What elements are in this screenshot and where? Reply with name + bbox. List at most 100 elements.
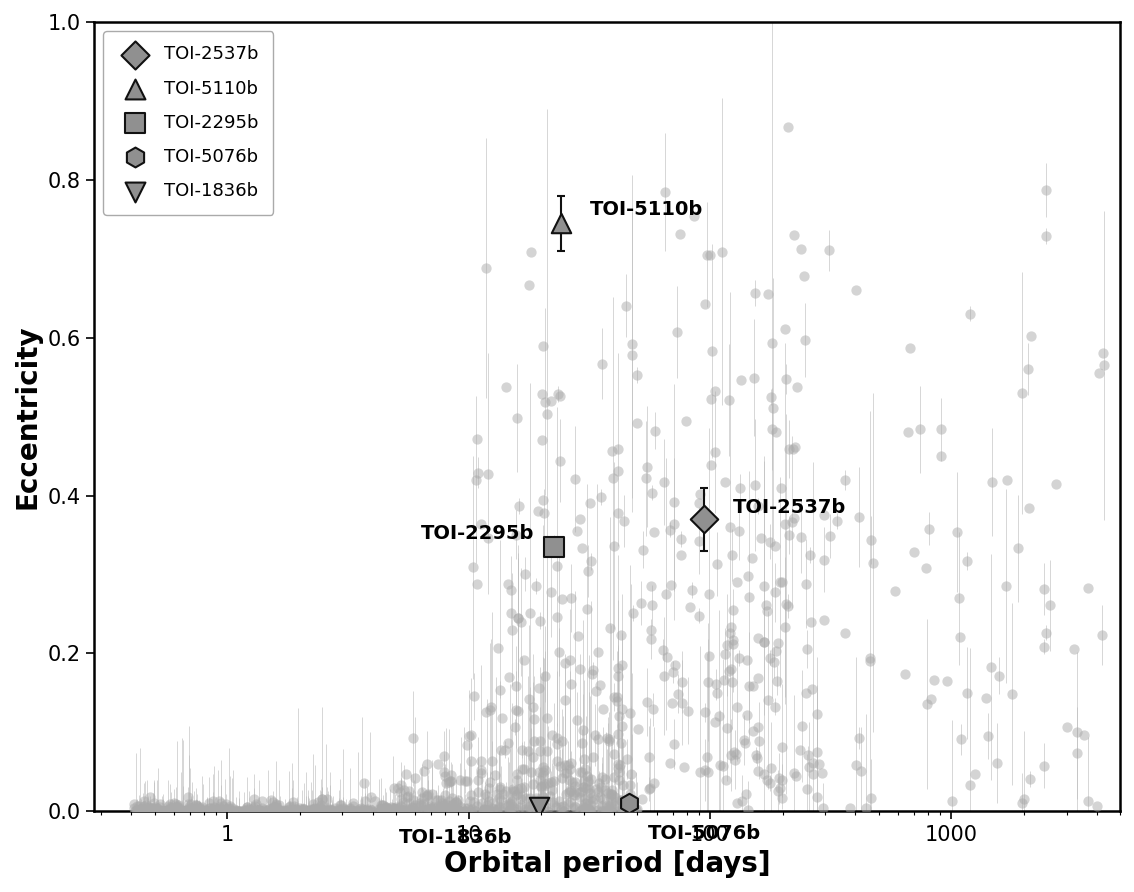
Point	[638, 459, 657, 474]
Point	[584, 664, 602, 678]
Point	[310, 805, 328, 819]
Point	[773, 773, 792, 788]
Point	[440, 794, 458, 808]
Point	[218, 804, 236, 818]
Point	[371, 804, 389, 818]
Point	[431, 802, 449, 816]
Point	[612, 735, 631, 749]
Point	[714, 759, 733, 773]
Point	[634, 542, 652, 557]
Point	[525, 712, 543, 726]
Point	[169, 797, 187, 812]
Point	[274, 804, 293, 818]
Point	[523, 801, 541, 815]
Point	[440, 775, 458, 789]
Point	[433, 796, 451, 810]
Point	[552, 803, 570, 817]
Point	[284, 803, 302, 817]
Point	[475, 805, 493, 819]
Point	[508, 788, 526, 802]
Point	[696, 297, 714, 311]
Point	[339, 804, 357, 818]
Point	[642, 579, 660, 593]
Point	[475, 787, 493, 801]
Point	[758, 604, 776, 618]
Point	[331, 804, 349, 818]
Point	[144, 801, 162, 815]
Point	[466, 805, 484, 819]
Text: TOI-5076b: TOI-5076b	[648, 824, 761, 843]
Point	[1034, 582, 1052, 596]
Point	[247, 804, 265, 818]
Point	[391, 799, 409, 814]
Point	[668, 325, 686, 339]
Point	[323, 803, 341, 817]
Point	[425, 802, 443, 816]
Point	[389, 781, 407, 796]
Point	[598, 804, 616, 818]
Point	[1034, 640, 1052, 654]
Point	[445, 797, 463, 812]
Point	[642, 632, 660, 646]
Point	[738, 653, 756, 667]
Point	[231, 804, 249, 818]
Point	[591, 678, 609, 692]
Point	[248, 803, 266, 817]
Point	[561, 784, 579, 798]
Point	[573, 541, 591, 556]
Point	[178, 789, 196, 804]
Point	[813, 765, 831, 780]
Point	[896, 667, 914, 681]
Point	[515, 762, 533, 776]
Point	[603, 800, 621, 814]
Point	[416, 803, 434, 817]
Point	[237, 805, 255, 819]
Point	[785, 766, 803, 780]
Point	[374, 797, 392, 812]
Point	[130, 804, 149, 818]
Point	[208, 804, 226, 818]
Point	[376, 799, 395, 814]
Point	[541, 789, 559, 804]
Point	[243, 805, 261, 819]
Point	[499, 799, 517, 814]
Point	[191, 800, 209, 814]
Point	[765, 656, 784, 670]
Point	[621, 800, 640, 814]
Point	[378, 802, 396, 816]
Point	[194, 802, 212, 816]
Point	[1038, 625, 1056, 640]
Point	[164, 804, 183, 818]
Point	[245, 805, 263, 819]
Point	[577, 781, 595, 796]
Point	[706, 384, 725, 399]
Point	[214, 798, 232, 813]
Point	[284, 805, 302, 819]
Point	[270, 804, 288, 818]
Point	[285, 804, 303, 818]
Point	[655, 475, 674, 490]
Point	[763, 336, 781, 351]
Point	[557, 788, 575, 802]
Point	[166, 804, 184, 818]
Point	[340, 801, 358, 815]
Point	[141, 789, 159, 804]
Point	[542, 783, 560, 797]
Point	[776, 322, 794, 336]
Point	[640, 782, 658, 797]
Point	[559, 758, 577, 772]
Point	[433, 804, 451, 818]
Point	[503, 793, 522, 807]
Point	[404, 792, 422, 806]
Point	[423, 787, 441, 801]
Point	[400, 796, 418, 810]
Point	[205, 805, 223, 819]
Point	[517, 804, 535, 818]
Point	[484, 802, 502, 816]
Point	[726, 752, 744, 766]
Point	[751, 734, 769, 748]
Point	[702, 392, 720, 407]
Point	[584, 750, 602, 764]
Point	[769, 784, 787, 798]
Point	[475, 803, 493, 817]
